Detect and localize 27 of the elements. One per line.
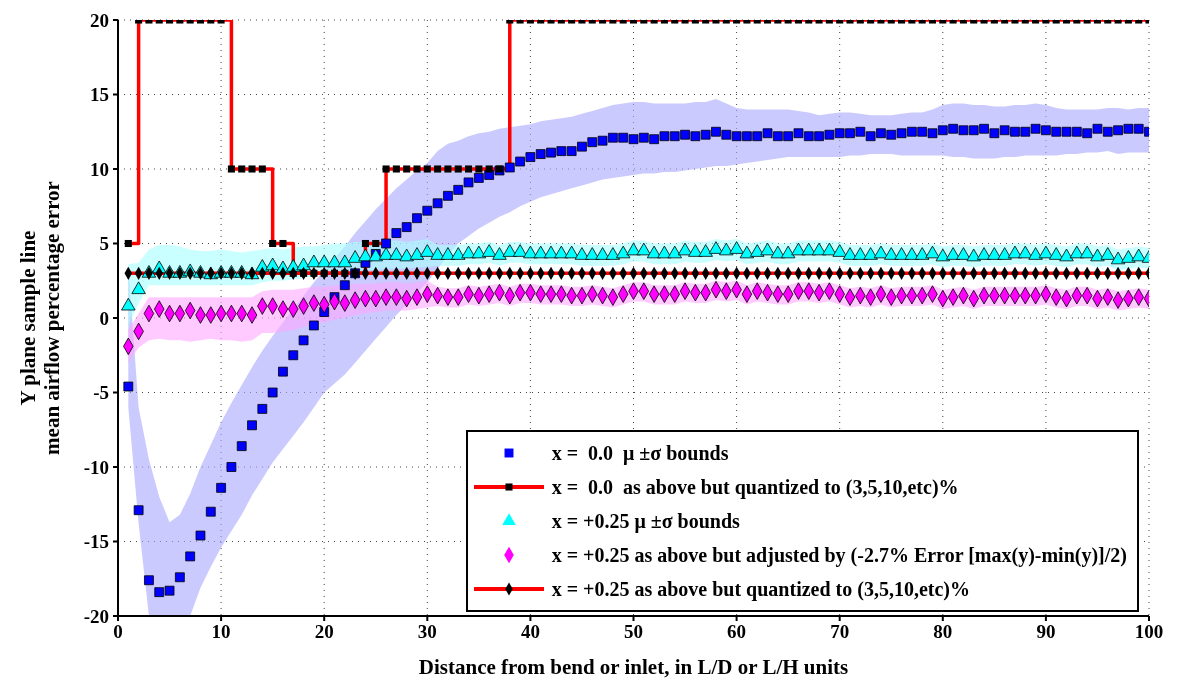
y-tick-label: 0 xyxy=(99,307,109,329)
x-tick-label: 100 xyxy=(1134,621,1164,643)
y-tick-label: -5 xyxy=(93,382,109,404)
x-tick-label: 60 xyxy=(727,621,747,643)
x-tick-label: 10 xyxy=(211,621,231,643)
x-tick-label: 50 xyxy=(624,621,643,643)
y-tick-label: 15 xyxy=(90,84,109,106)
legend-label: x = 0.0 μ ±σ bounds xyxy=(551,441,729,467)
y-tick-label: 20 xyxy=(90,9,109,31)
legend-label: x = 0.0 as above but quantized to (3,5,10,etc)% xyxy=(551,475,959,501)
y-tick-label: -10 xyxy=(83,456,109,478)
x-tick-label: 0 xyxy=(113,621,123,643)
x-tick-label: 30 xyxy=(417,621,437,643)
x-tick-label: 20 xyxy=(314,621,334,643)
y-tick-label: -20 xyxy=(83,605,109,627)
x-tick-label: 80 xyxy=(933,621,953,643)
x-tick-label: 40 xyxy=(520,621,540,643)
y-tick-label: 10 xyxy=(90,158,109,180)
y-tick-label: 5 xyxy=(99,233,109,255)
legend-label: x = +0.25 as above but quantized to (3,5,10,etc)% xyxy=(551,577,970,603)
x-tick-label: 70 xyxy=(830,621,850,643)
y-tick-label: -15 xyxy=(83,531,109,553)
x-tick-label: 90 xyxy=(1036,621,1056,643)
x-axis-title: Distance from bend or inlet, in L/D or L/H units xyxy=(418,655,849,679)
legend-label: x = +0.25 as above but adjusted by (-2.7% Error [max(y)-min(y)]/2) xyxy=(551,543,1127,569)
y-axis-title: Y plane sample line mean airflow percentage error xyxy=(16,181,64,455)
legend-label: x = +0.25 μ ±σ bounds xyxy=(551,509,740,535)
